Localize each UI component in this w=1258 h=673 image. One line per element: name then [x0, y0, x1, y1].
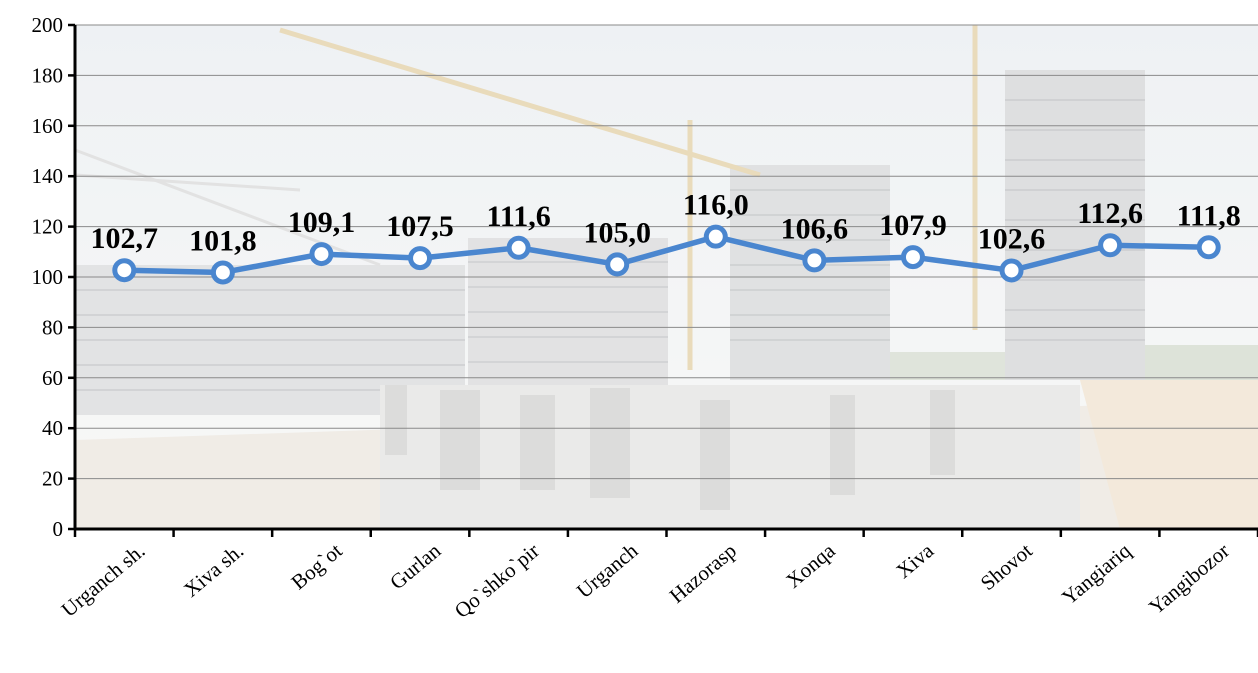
y-tick-label: 160	[32, 114, 64, 138]
x-category-label: Qo`shko`pir	[450, 538, 544, 622]
series-line	[121, 233, 1212, 276]
x-category-label: Bog`ot	[287, 538, 347, 594]
series-line-group	[112, 224, 1221, 285]
data-label: 107,9	[879, 209, 947, 242]
data-label: 111,8	[1177, 199, 1241, 232]
data-point	[112, 258, 137, 283]
x-category-label: Urganch	[572, 538, 643, 603]
data-label: 112,6	[1077, 197, 1143, 230]
data-label: 111,6	[487, 200, 551, 233]
data-point	[605, 252, 630, 277]
data-label: 101,8	[189, 224, 257, 257]
x-category-label: Shovot	[976, 538, 1037, 595]
y-tick-label: 140	[32, 164, 64, 188]
data-label: 102,6	[978, 222, 1046, 255]
data-labels: 102,7 101,8 109,1 107,5 111,6 105,0 116,0 106,6…	[91, 189, 1241, 258]
y-tick-label: 100	[32, 265, 64, 289]
x-axis-ticks: Urganch sh. Xiva sh. Bog`ot Gurlan Qo`shko`p…	[57, 529, 1258, 623]
y-tick-label: 120	[32, 215, 64, 239]
x-category-label: Xiva sh.	[179, 538, 248, 601]
x-category-label: Hazorasp	[665, 538, 741, 607]
x-category-label: Gurlan	[385, 538, 445, 594]
data-label: 109,1	[288, 206, 356, 239]
data-point	[999, 258, 1024, 283]
data-label: 107,5	[386, 210, 454, 243]
y-tick-label: 80	[42, 315, 63, 339]
data-point	[506, 235, 531, 260]
y-tick-label: 20	[42, 467, 63, 491]
x-category-label: Urganch sh.	[57, 538, 150, 621]
data-label: 106,6	[781, 212, 849, 245]
x-category-label: Yangibozor	[1144, 538, 1234, 619]
data-point	[408, 246, 433, 271]
y-tick-label: 40	[42, 416, 63, 440]
x-category-label: Xiva	[891, 538, 938, 583]
y-tick-label: 180	[32, 63, 64, 87]
data-point	[703, 224, 728, 249]
data-label: 105,0	[583, 216, 651, 249]
data-label: 102,7	[91, 222, 159, 255]
x-category-label: Xonqa	[781, 538, 840, 593]
data-point	[309, 242, 334, 267]
x-category-label: Yangiariq	[1057, 538, 1136, 609]
y-tick-label: 200	[32, 13, 64, 37]
data-label: 116,0	[683, 189, 749, 222]
data-point	[1196, 235, 1221, 260]
data-point	[210, 260, 235, 285]
data-point	[802, 248, 827, 273]
y-tick-label: 60	[42, 366, 63, 390]
y-axis-ticks: 0 20 40 60 80 100 120 140 160 180 200	[32, 13, 75, 541]
data-point	[900, 245, 925, 270]
y-tick-label: 0	[53, 517, 64, 541]
data-point	[1098, 233, 1123, 258]
y-gridlines	[75, 24, 1258, 480]
